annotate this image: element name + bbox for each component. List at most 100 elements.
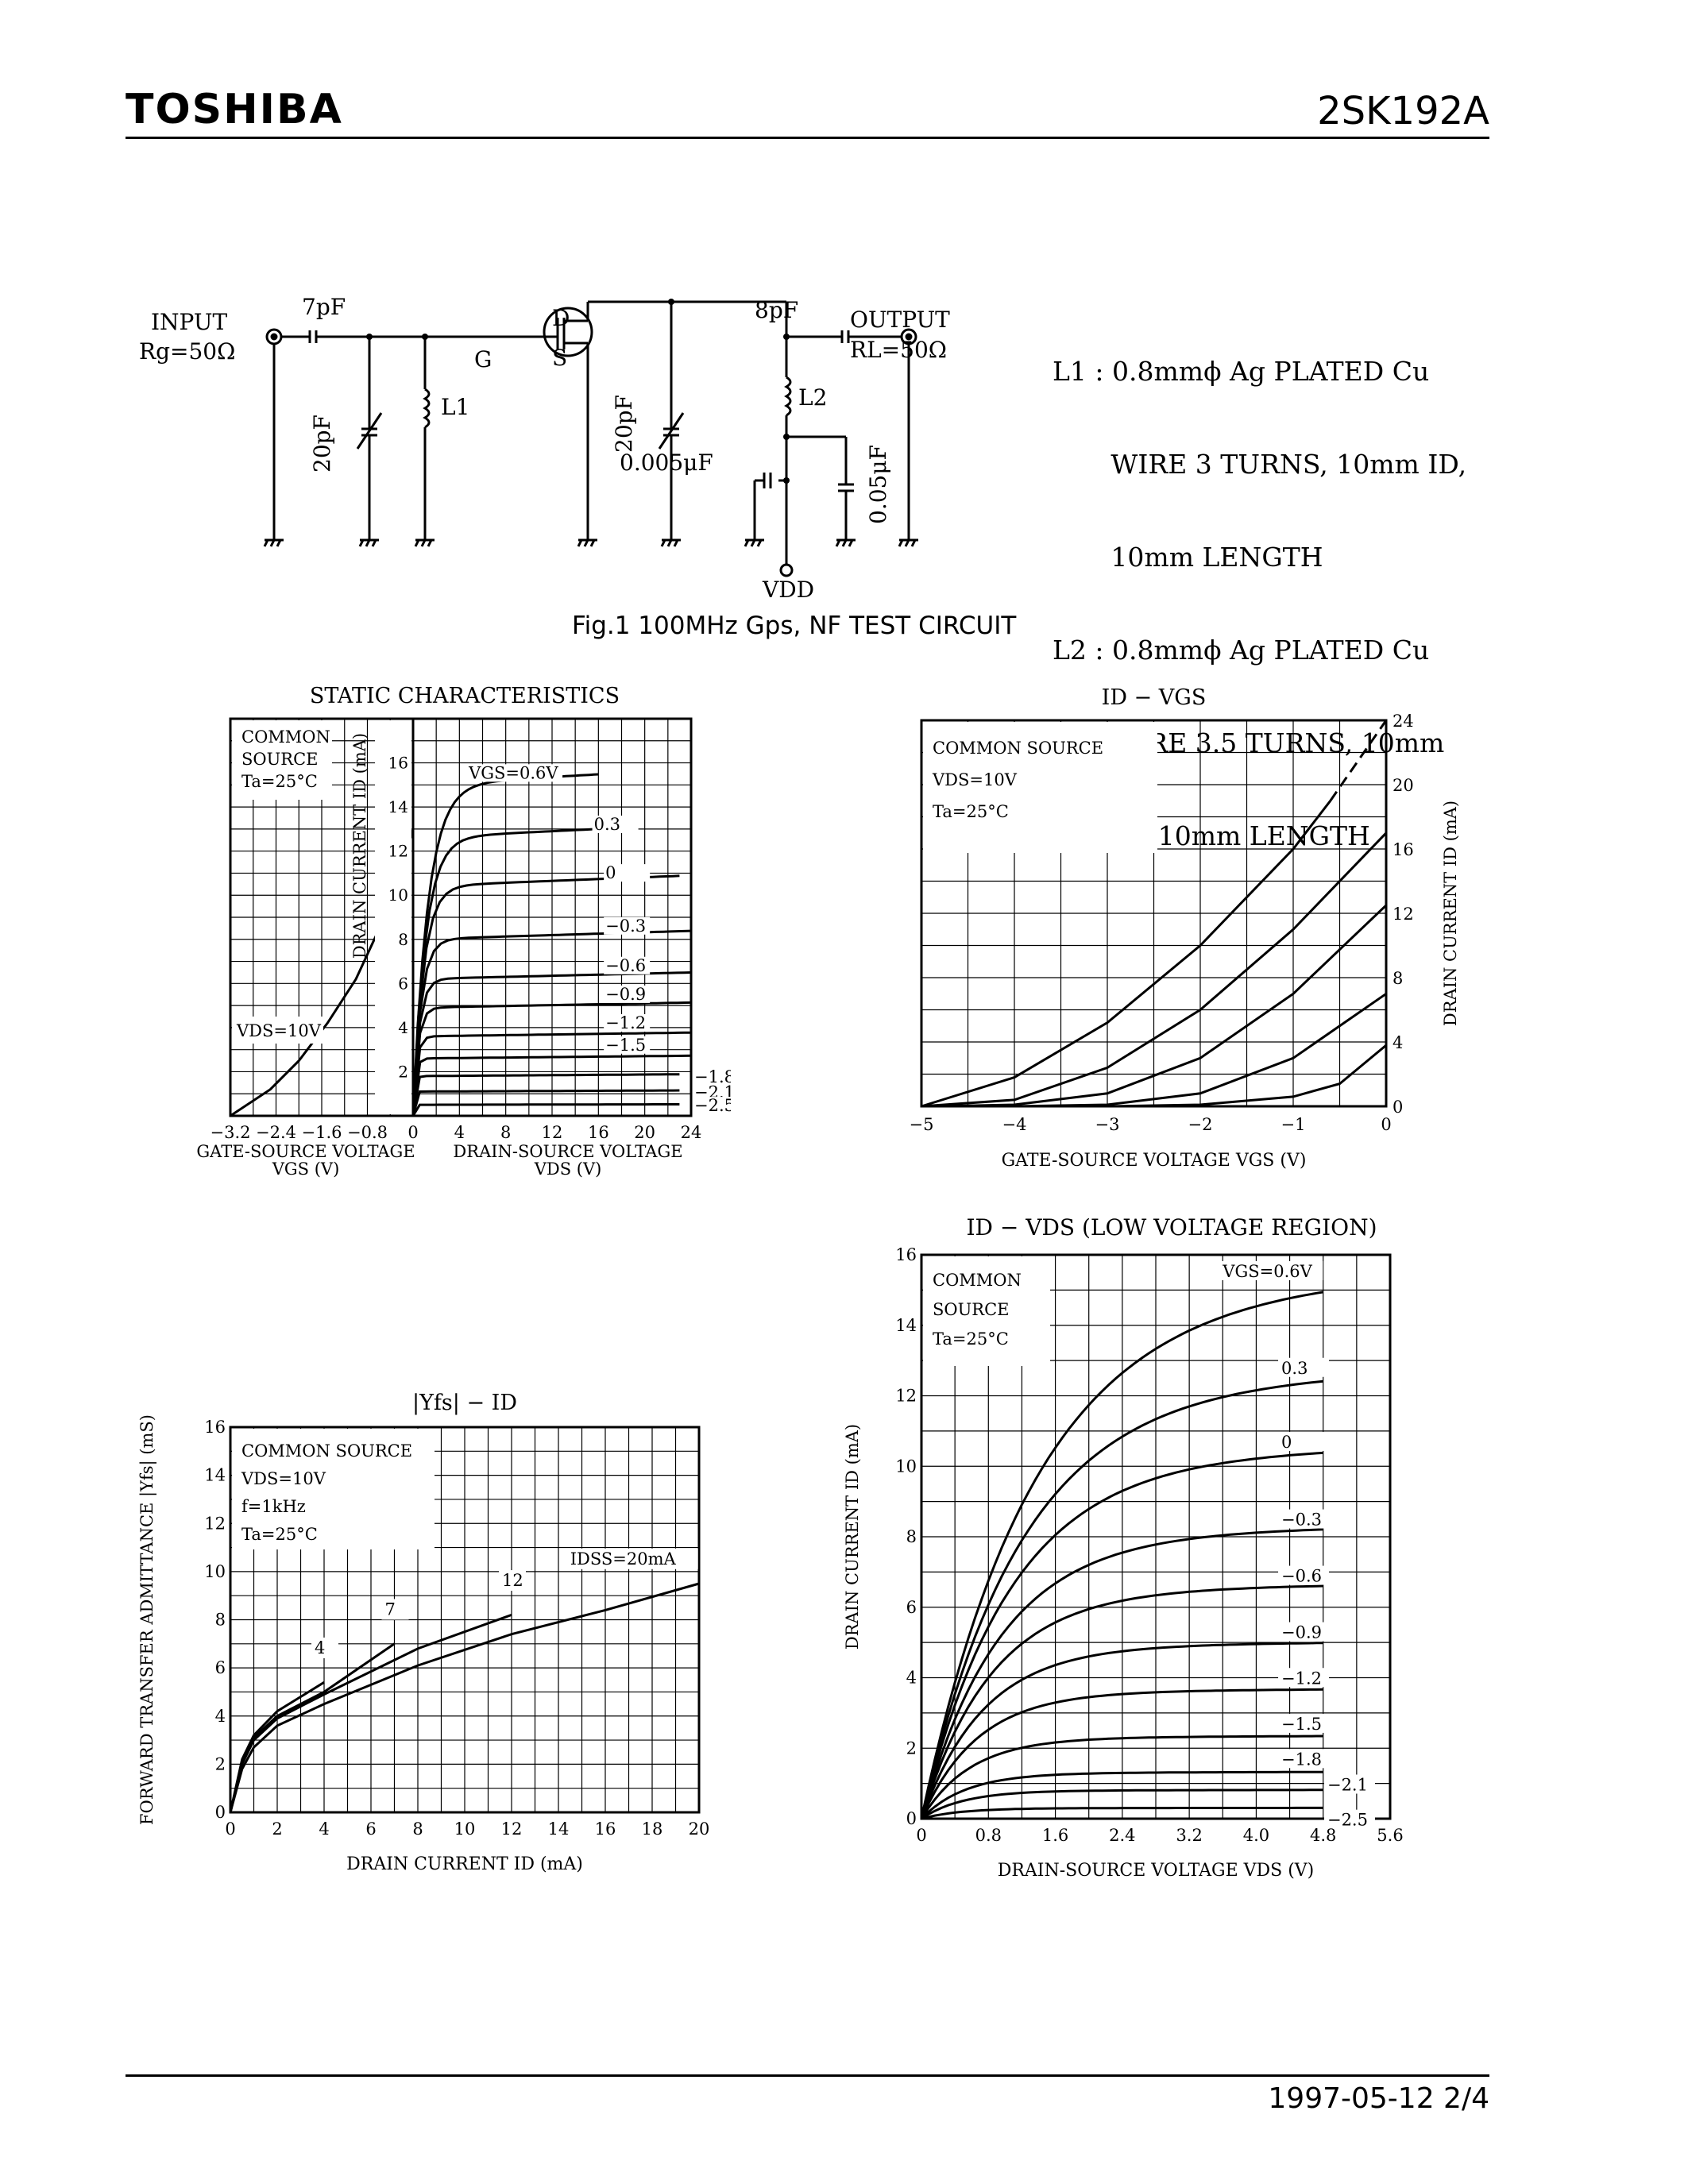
fig1-caption: Fig.1 100MHz Gps, NF TEST CIRCUIT xyxy=(572,612,1017,640)
id-vds-curve xyxy=(920,1451,1323,1819)
chart-title: |Yfs| − ID xyxy=(412,1391,517,1415)
axis-unit: VGS (V) xyxy=(272,1160,340,1179)
tick-label: 8 xyxy=(1393,969,1403,988)
curve-label: −0.6 xyxy=(605,956,646,975)
footer-date-page: 1997-05-12 2/4 xyxy=(1268,2082,1489,2115)
tick-label: 8 xyxy=(500,1123,511,1142)
note-line: 10mm LENGTH xyxy=(1053,542,1323,573)
axis-label: DRAIN CURRENT ID (mA) xyxy=(350,733,369,959)
tick-label: 20 xyxy=(634,1123,655,1142)
tick-label: 4 xyxy=(319,1819,329,1839)
chart-note: SOURCE xyxy=(933,1300,1010,1319)
chart-note: VDS=10V xyxy=(932,770,1018,789)
tick-label: 16 xyxy=(1393,840,1414,859)
chart-note: Ta=25°C xyxy=(241,1525,318,1544)
tick-label: 18 xyxy=(642,1819,663,1839)
id-vds-curve xyxy=(921,1806,1323,1820)
circuit-c-var2: 20pF xyxy=(611,395,637,453)
curve-label-bg xyxy=(694,1083,731,1102)
circuit-input-res: Rg=50Ω xyxy=(139,338,235,365)
curve-label: 12 xyxy=(502,1571,523,1590)
transfer-curve xyxy=(921,832,1388,1108)
curve-label: VGS=0.6V xyxy=(468,763,558,782)
tick-label: 2 xyxy=(906,1738,917,1758)
curve-label-bg xyxy=(1278,1357,1330,1377)
curve-label: −1.2 xyxy=(1281,1669,1322,1688)
tick-label: 4 xyxy=(398,1018,408,1037)
id-vds-curve xyxy=(920,1770,1323,1820)
tick-label: 12 xyxy=(388,842,408,861)
circuit-vdd: VDD xyxy=(762,577,814,603)
chart-yfs-id: |Yfs| − ID 4 7 12 IDSS=20mA COMMON SOURCE VDS=… xyxy=(137,1391,709,1874)
chart-note: COMMON SOURCE xyxy=(241,1441,412,1461)
curve-label-bg xyxy=(566,1548,698,1569)
ylabel-bg xyxy=(375,720,411,1114)
tick-label: 6 xyxy=(398,974,408,993)
curve-label: −1.2 xyxy=(605,1013,646,1032)
id-vds-curve xyxy=(411,1031,692,1117)
curve-label: −0.3 xyxy=(1281,1511,1322,1530)
part-number: 2SK192A xyxy=(1317,89,1489,133)
id-vds-curve xyxy=(411,1073,680,1117)
id-vds-curve xyxy=(920,1379,1323,1819)
footer-rule xyxy=(126,2074,1489,2077)
tick-label: −1 xyxy=(1281,1115,1306,1134)
circuit-input-label: INPUT xyxy=(151,309,228,335)
tick-label: 20 xyxy=(1393,776,1414,795)
circuit-c-out: 8pF xyxy=(755,297,798,323)
curve-label-bg xyxy=(1278,1749,1330,1769)
curve-label-bg xyxy=(1278,1713,1330,1733)
tick-label: 24 xyxy=(1393,712,1414,731)
chart-title: STATIC CHARACTERISTICS xyxy=(310,684,620,708)
tick-label: 4 xyxy=(906,1669,917,1688)
tick-label: 0 xyxy=(916,1826,926,1845)
tick-label: 12 xyxy=(542,1123,563,1142)
id-vds-curve xyxy=(411,1054,692,1117)
chart-id-vds-low: ID − VDS (LOW VOLTAGE REGION) VGS=0.6V 0.3… xyxy=(843,1214,1404,1881)
axis-label: DRAIN CURRENT ID (mA) xyxy=(1441,801,1460,1026)
tick-label: −1.6 xyxy=(302,1123,342,1142)
curve-label: −2.1 xyxy=(1327,1776,1368,1795)
id-vds-curve xyxy=(921,1788,1323,1820)
curve-label-bg xyxy=(467,764,563,782)
yfs-curve xyxy=(229,1642,396,1813)
tick-label: 8 xyxy=(398,930,408,949)
tick-label: 14 xyxy=(204,1466,226,1485)
circuit-c-in: 7pF xyxy=(302,294,346,320)
tick-label: 0 xyxy=(906,1809,917,1828)
chart-note: VDS=10V xyxy=(241,1469,326,1488)
curve-label-bg xyxy=(604,916,651,935)
chart-static-characteristics: STATIC CHARACTERISTICS COMMON SOURCE Ta=25°… xyxy=(196,684,731,1179)
curve-label: IDSS=20mA xyxy=(570,1549,677,1569)
tick-label: 2 xyxy=(272,1819,282,1839)
tick-label: 6 xyxy=(215,1658,226,1677)
curve-label-bg xyxy=(381,1599,409,1620)
id-vds-curve xyxy=(920,1584,1323,1819)
tick-label: −3 xyxy=(1095,1115,1120,1134)
id-vds-curve xyxy=(920,1642,1323,1819)
curve-label-bg xyxy=(1278,1668,1330,1688)
curve-label-bg xyxy=(604,985,651,1003)
transfer-curve xyxy=(940,904,1388,1108)
chart-note: SOURCE xyxy=(241,750,319,769)
curve-label-bg xyxy=(604,956,651,974)
tick-label: 16 xyxy=(595,1819,616,1839)
tick-label: 24 xyxy=(681,1123,702,1142)
series-label-vds: VDS=10V xyxy=(236,1021,322,1040)
id-vds-curve xyxy=(411,1089,680,1117)
circuit-output-res: RL=50Ω xyxy=(850,337,947,363)
tick-label: 4.0 xyxy=(1243,1826,1269,1845)
tick-label: 0.8 xyxy=(975,1826,1002,1845)
tick-label: 14 xyxy=(548,1819,570,1839)
curve-label: −0.9 xyxy=(1281,1623,1322,1642)
brand-logo: TOSHIBA xyxy=(126,86,343,133)
curve-label-bg xyxy=(1278,1509,1330,1529)
curve-label-bg xyxy=(311,1637,338,1658)
curve-label: 0.3 xyxy=(594,815,620,834)
transfer-curve xyxy=(921,800,1331,1108)
curve-label: −0.9 xyxy=(605,985,646,1004)
chart-id-vgs: ID − VGS COMMON SOURCE VDS=10V Ta=25°C −5 −4 −… xyxy=(910,685,1460,1171)
chart-title: ID − VGS xyxy=(1102,685,1207,710)
curve-label-bg xyxy=(1323,1809,1375,1829)
tick-label: 16 xyxy=(204,1418,226,1437)
